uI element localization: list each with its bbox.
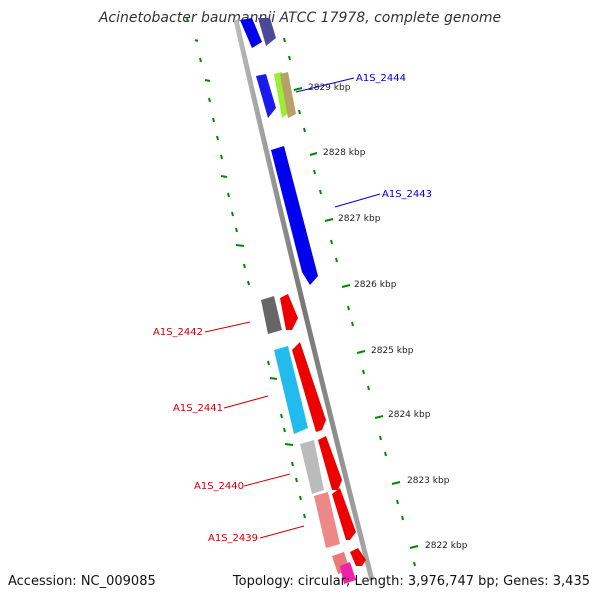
outer-tick-ring bbox=[283, 37, 419, 567]
gene-label-a1s-2442: A1S_2442 bbox=[153, 327, 203, 338]
inner-tick-ring bbox=[186, 17, 306, 519]
kbp-labels: 2829 kbp 2828 kbp 2827 kbp 2826 kbp 2825… bbox=[308, 83, 468, 551]
gene-labels: A1S_2444 A1S_2443 A1S_2442 A1S_2441 A1S_… bbox=[153, 73, 432, 544]
kbp-label-2826: 2826 kbp bbox=[354, 280, 397, 290]
gene-feature[interactable] bbox=[340, 562, 356, 584]
gene-feature[interactable] bbox=[258, 18, 276, 46]
gene-label-a1s-2443: A1S_2443 bbox=[382, 189, 432, 200]
kbp-label-2828: 2828 kbp bbox=[323, 148, 366, 158]
gene-feature[interactable] bbox=[240, 18, 262, 48]
map-title: Acinetobacter baumannii ATCC 17978, comp… bbox=[98, 10, 502, 26]
gene-feature[interactable] bbox=[280, 72, 296, 118]
gene-feature[interactable] bbox=[280, 294, 298, 330]
kbp-label-2824: 2824 kbp bbox=[388, 410, 431, 420]
gene-feature[interactable] bbox=[261, 296, 282, 334]
genome-backbone bbox=[233, 19, 375, 581]
gene-feature[interactable] bbox=[318, 436, 342, 490]
kbp-label-2829: 2829 kbp bbox=[308, 83, 351, 93]
gene-feature[interactable] bbox=[292, 342, 326, 432]
kbp-label-2823: 2823 kbp bbox=[407, 476, 450, 486]
genome-summary: Topology: circular; Length: 3,976,747 bp… bbox=[232, 574, 590, 589]
gene-feature[interactable] bbox=[300, 440, 324, 494]
kbp-label-2822: 2822 kbp bbox=[425, 541, 468, 551]
kbp-label-2827: 2827 kbp bbox=[338, 214, 381, 224]
gene-feature[interactable] bbox=[314, 492, 340, 548]
accession-label: Accession: NC_009085 bbox=[8, 574, 156, 589]
gene-label-a1s-2439: A1S_2439 bbox=[208, 533, 258, 544]
gene-feature[interactable] bbox=[350, 548, 366, 566]
gene-features[interactable] bbox=[240, 18, 366, 584]
gene-feature[interactable] bbox=[332, 488, 356, 540]
gene-feature[interactable] bbox=[274, 346, 308, 434]
gene-label-a1s-2440: A1S_2440 bbox=[194, 481, 244, 492]
label-leaders bbox=[204, 77, 381, 539]
kbp-label-2825: 2825 kbp bbox=[371, 346, 414, 356]
gene-feature[interactable] bbox=[256, 74, 276, 118]
gene-label-a1s-2441: A1S_2441 bbox=[173, 403, 223, 414]
gene-feature[interactable] bbox=[271, 146, 318, 285]
gene-label-a1s-2444: A1S_2444 bbox=[356, 73, 406, 84]
